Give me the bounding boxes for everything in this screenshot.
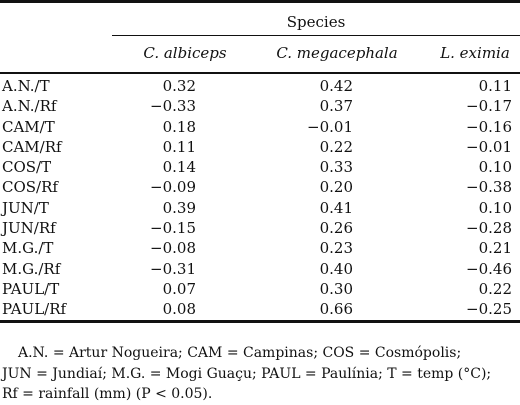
site-cell: COS/Rf: [2, 178, 58, 197]
c-megacephala-cell: 0.33: [319, 158, 353, 177]
c-megacephala-cell: 0.26: [319, 219, 353, 238]
c-albiceps-cell: 0.08: [162, 300, 196, 319]
c-albiceps-cell: −0.33: [150, 97, 196, 116]
site-cell: M.G./T: [2, 239, 54, 258]
table-top-rule: [0, 0, 520, 3]
site-cell: A.N./Rf: [2, 97, 57, 116]
table-row: PAUL/T 0.07 0.30 0.22: [0, 279, 520, 299]
c-megacephala-cell: −0.01: [307, 117, 353, 136]
table-row: PAUL/Rf 0.08 0.66 −0.25: [0, 299, 520, 319]
site-cell: JUN/Rf: [2, 219, 56, 238]
c-albiceps-cell: 0.11: [162, 137, 196, 156]
table-row: A.N./T 0.32 0.42 0.11: [0, 76, 520, 96]
c-megacephala-cell: 0.41: [319, 198, 353, 217]
c-megacephala-cell: 0.30: [319, 279, 353, 298]
l-eximia-cell: −0.25: [466, 300, 512, 319]
l-eximia-cell: 0.22: [478, 279, 512, 298]
c-megacephala-cell: 0.37: [319, 97, 353, 116]
l-eximia-cell: 0.11: [478, 77, 512, 95]
c-megacephala-cell: 0.20: [319, 178, 353, 197]
table-bottom-rule: [0, 320, 520, 323]
species-header-underline: [112, 35, 520, 36]
c-megacephala-cell: 0.42: [319, 77, 353, 95]
footnote-line: JUN = Jundiaí; M.G. = Mogi Guaçu; PAUL =…: [2, 365, 492, 382]
table-row: A.N./Rf −0.33 0.37 −0.17: [0, 96, 520, 116]
c-megacephala-cell: 0.22: [319, 137, 353, 156]
table-row: COS/T 0.14 0.33 0.10: [0, 157, 520, 177]
column-header-c-albiceps: C. albiceps: [143, 44, 227, 62]
c-albiceps-cell: 0.32: [162, 77, 196, 95]
c-albiceps-cell: −0.15: [150, 219, 196, 238]
site-cell: PAUL/T: [2, 279, 60, 298]
l-eximia-cell: −0.16: [466, 117, 512, 136]
table-row: COS/Rf −0.09 0.20 −0.38: [0, 177, 520, 197]
site-cell: JUN/T: [2, 198, 49, 217]
l-eximia-cell: −0.28: [466, 219, 512, 238]
table-row: CAM/T 0.18 −0.01 −0.16: [0, 117, 520, 137]
site-cell: PAUL/Rf: [2, 300, 67, 319]
c-albiceps-cell: −0.09: [150, 178, 196, 197]
site-cell: M.G./Rf: [2, 259, 61, 278]
site-cell: A.N./T: [2, 77, 50, 95]
table-body: A.N./T 0.32 0.42 0.11 A.N./Rf −0.33 0.37…: [0, 76, 520, 320]
table-row: CAM/Rf 0.11 0.22 −0.01: [0, 137, 520, 157]
l-eximia-cell: −0.01: [466, 137, 512, 156]
l-eximia-cell: −0.46: [466, 259, 512, 278]
c-megacephala-cell: 0.23: [319, 239, 353, 258]
table-row: JUN/Rf −0.15 0.26 −0.28: [0, 218, 520, 238]
column-header-c-megacephala: C. megacephala: [276, 44, 398, 62]
c-albiceps-cell: 0.07: [162, 279, 196, 298]
site-cell: COS/T: [2, 158, 52, 177]
l-eximia-cell: 0.10: [478, 158, 512, 177]
c-albiceps-cell: 0.14: [162, 158, 196, 177]
table-row: M.G./Rf −0.31 0.40 −0.46: [0, 259, 520, 279]
l-eximia-cell: −0.17: [466, 97, 512, 116]
c-albiceps-cell: 0.18: [162, 117, 196, 136]
column-header-l-eximia: L. eximia: [440, 44, 510, 62]
l-eximia-cell: 0.10: [478, 198, 512, 217]
c-albiceps-cell: −0.08: [150, 239, 196, 258]
c-megacephala-cell: 0.40: [319, 259, 353, 278]
site-cell: CAM/T: [2, 117, 55, 136]
l-eximia-cell: 0.21: [478, 239, 512, 258]
table-footnote: A.N. = Artur Nogueira; CAM = Campinas; C…: [2, 343, 518, 405]
footnote-line: A.N. = Artur Nogueira; CAM = Campinas; C…: [18, 345, 462, 361]
l-eximia-cell: −0.38: [466, 178, 512, 197]
c-albiceps-cell: 0.39: [162, 198, 196, 217]
table-row: M.G./T −0.08 0.23 0.21: [0, 238, 520, 258]
footnote-line: Rf = rainfall (mm) (P < 0.05).: [2, 386, 213, 402]
table-header-rule: [0, 72, 520, 74]
c-albiceps-cell: −0.31: [150, 259, 196, 278]
c-megacephala-cell: 0.66: [319, 300, 353, 319]
table-row: JUN/T 0.39 0.41 0.10: [0, 198, 520, 218]
site-cell: CAM/Rf: [2, 137, 62, 156]
species-group-header: Species: [286, 13, 346, 31]
